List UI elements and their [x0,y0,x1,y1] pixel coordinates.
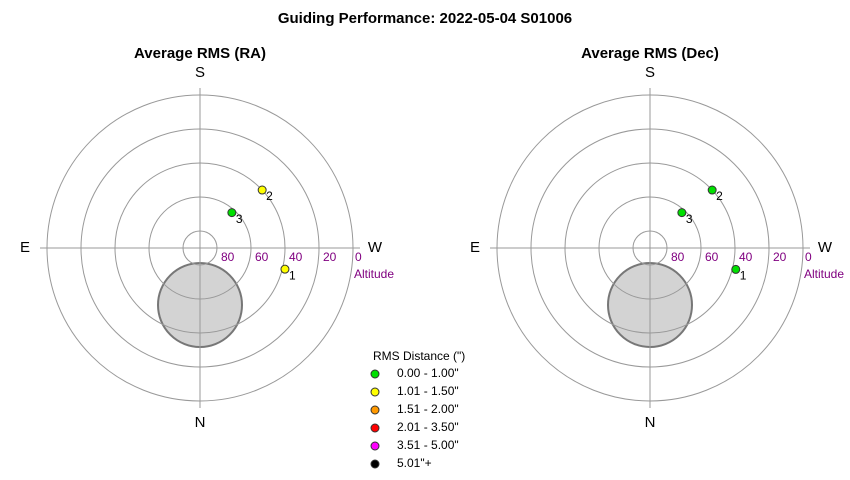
point [707,185,717,195]
r-tick-label: 40 [289,250,303,264]
legend-label: 2.01 - 3.50" [397,420,459,434]
legend-label: 1.51 - 2.00" [397,402,459,416]
legend-swatch [370,459,380,469]
chart-title: Guiding Performance: 2022-05-04 S01006 [278,10,572,27]
legend-label: 0.00 - 1.00" [397,366,459,380]
azimuth-label: W [818,239,833,256]
legend-label: 1.01 - 1.50" [397,384,459,398]
point [280,264,290,274]
point [257,185,267,195]
plot-title: Average RMS (Dec) [581,45,719,62]
r-tick-label: 0 [805,250,812,264]
r-tick-label: 60 [255,250,269,264]
point-label: 1 [740,269,747,283]
legend-title: RMS Distance (") [373,349,465,363]
legend-label: 5.01"+ [397,456,432,470]
r-axis-label: Altitude [354,267,394,281]
azimuth-label: N [645,414,656,431]
azimuth-label: S [645,64,655,81]
azimuth-label: N [195,414,206,431]
legend-label: 3.51 - 5.00" [397,438,459,452]
point-label: 2 [716,189,723,203]
r-axis-label: Altitude [804,267,844,281]
legend-swatch [370,423,380,433]
legend-swatch [370,405,380,415]
point-label: 1 [289,268,296,282]
r-tick-label: 20 [773,250,787,264]
azimuth-label: E [20,239,30,256]
plot-title: Average RMS (RA) [134,45,266,62]
point-label: 2 [266,189,273,203]
point-label: 3 [686,212,693,226]
r-tick-label: 80 [671,250,685,264]
point [731,264,741,274]
point [677,208,687,218]
point [227,208,237,218]
legend-swatch [370,441,380,451]
r-tick-label: 0 [355,250,362,264]
azimuth-label: S [195,64,205,81]
azimuth-label: W [368,239,383,256]
legend-swatch [370,387,380,397]
point-label: 3 [236,212,243,226]
azimuth-label: E [470,239,480,256]
legend-swatch [370,369,380,379]
r-tick-label: 40 [739,250,753,264]
r-tick-label: 20 [323,250,337,264]
r-tick-label: 80 [221,250,235,264]
r-tick-label: 60 [705,250,719,264]
